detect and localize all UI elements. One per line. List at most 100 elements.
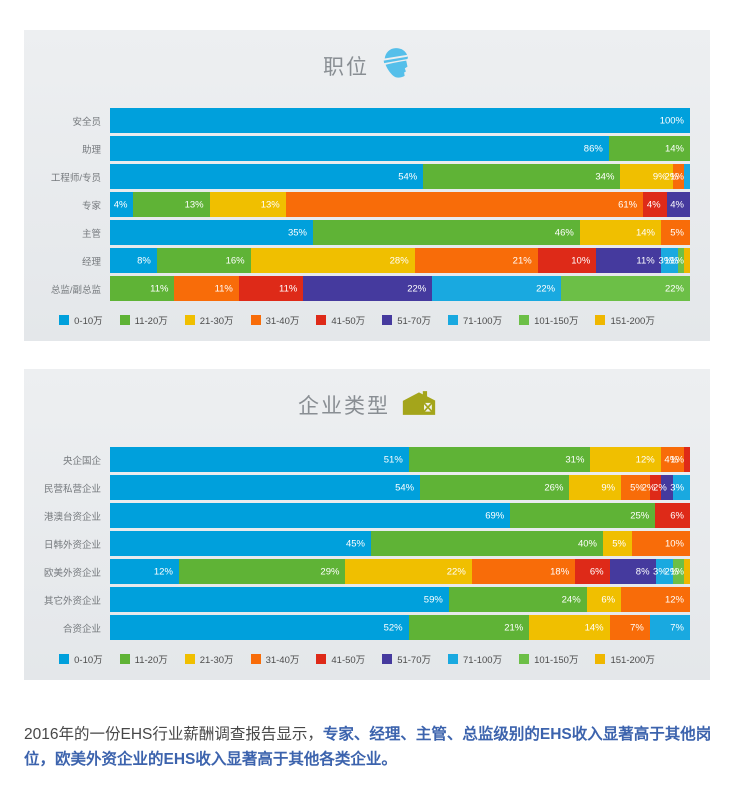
bar-row: 港澳台资企业 69% 25% 6% [24, 503, 690, 528]
bar-row: 民营私营企业 54% 26% 9% 5% 2% 2% 3% [24, 475, 691, 500]
bar-segment: 14% [579, 220, 661, 245]
bar-segment: 5% [621, 475, 650, 500]
legend-item: 31-40万 [250, 652, 299, 666]
segment-value-label: 13% [184, 199, 204, 210]
bar-row: 总监/副总监 11% 11% 11% 22% 22% 22% [24, 276, 690, 301]
segment-value-label: 21% [504, 622, 524, 633]
bar-segment: 7% [649, 615, 690, 640]
segment-value-label: 1% [670, 454, 684, 465]
bar-segment: 100% [110, 108, 690, 133]
segment-value-label: 86% [583, 143, 603, 154]
bar-segment: 14% [608, 136, 690, 161]
segment-value-label: 25% [630, 510, 650, 521]
legend-label: 21-30万 [199, 655, 234, 666]
segment-value-label: 3% [653, 566, 667, 577]
legend-label: 11-20万 [134, 316, 168, 327]
bar-segment: 21% [414, 248, 538, 273]
segment-value-label: 13% [260, 199, 280, 210]
legend-swatch [316, 654, 327, 664]
legend-swatch [250, 654, 261, 664]
legend-item: 0-10万 [59, 313, 103, 327]
segment-value-label: 12% [635, 454, 655, 465]
segment-value-label: 7% [670, 622, 684, 633]
bar-segment: 2% [665, 559, 685, 584]
category-label: 其它外资企业 [43, 595, 101, 607]
bar-segment: 3% [653, 559, 673, 584]
category-label: 主管 [81, 228, 101, 240]
bar-track: 100% [110, 108, 690, 133]
legend-swatch [59, 315, 70, 325]
legend-item: 51-70万 [382, 313, 431, 327]
bar-segment: 9% [620, 164, 673, 189]
legend-swatch [119, 315, 130, 325]
legend-label: 101-150万 [534, 655, 579, 666]
segment-value-label: 16% [225, 255, 245, 266]
segment-value-label: 46% [554, 227, 574, 238]
bar-track: 11% 11% 11% 22% 22% 22% [110, 276, 690, 301]
bar-segment: 12% [590, 447, 661, 472]
legend-swatch [59, 654, 70, 664]
legend-label: 31-40万 [265, 316, 300, 327]
legend-label: 21-30万 [199, 316, 234, 327]
legend-swatch [448, 654, 458, 664]
bar-segment: 54% [110, 475, 421, 500]
legend-label: 71-100万 [463, 316, 503, 327]
segment-value-label: 10% [664, 538, 684, 549]
caption-highlight-text: 专家、经理、主管、总监级别的EHS收入显著高于其他岗位，欧美外资企业的EHS收入… [24, 726, 712, 768]
bar-track: 86% 14% [110, 136, 690, 161]
segment-value-label: 22% [407, 283, 427, 294]
segment-value-label: 3% [658, 255, 673, 266]
bar-segment: 12% [621, 587, 690, 612]
legend-swatch [382, 654, 393, 664]
category-label: 港澳台资企业 [43, 511, 101, 523]
segment-value-label: 14% [664, 143, 684, 154]
bar-segment: 3% [658, 248, 679, 273]
segment-value-label: 6% [601, 594, 616, 605]
legend-item: 11-20万 [119, 313, 168, 327]
bar-segment: 21% [408, 615, 530, 640]
chart-title: 企业类型 [298, 395, 390, 418]
bar-segment: 10% [537, 248, 597, 273]
segment-value-label: 11% [636, 255, 655, 266]
segment-value-label: 51% [383, 454, 403, 465]
segment-value-label: 54% [398, 171, 418, 182]
legend-label: 151-200万 [610, 316, 655, 327]
segment-value-label: 1% [664, 255, 679, 266]
bar-segment: 5% [603, 531, 632, 556]
bar-segment: 69% [110, 503, 511, 528]
segment-value-label: 5% [630, 482, 644, 493]
bar-segment: 22% [303, 276, 433, 301]
category-label: 经理 [81, 256, 101, 268]
segment-value-label: 6% [589, 566, 604, 577]
bar-track: 45% 40% 5% 10% [110, 531, 690, 556]
segment-value-label: 8% [635, 566, 650, 577]
bar-track: 52% 21% 14% 7% 7% [110, 615, 690, 640]
bar-segment: 6% [586, 587, 622, 612]
segment-value-label: 34% [595, 171, 615, 182]
bar-track: 54% 34% 9% 2% 1% [110, 164, 690, 189]
bar-segment: 7% [609, 615, 650, 640]
bar-row: 央企国企 51% 31% 12% 4% 1% [24, 447, 690, 472]
bar-row: 日韩外资企业 45% 40% 5% 10% [24, 531, 690, 556]
category-label: 民营私营企业 [43, 483, 101, 495]
bar-segment: 10% [632, 531, 690, 556]
legend-item: 21-30万 [184, 313, 234, 327]
legend-item: 101-150万 [519, 313, 578, 327]
legend-label: 0-10万 [74, 316, 103, 327]
bar-segment: 16% [156, 248, 251, 273]
bar-segment: 1% [670, 164, 690, 189]
bar-segment: 4% [643, 192, 667, 217]
caption-plain-text: 2016年的一份EHS行业薪酬调查报告显示， [24, 726, 323, 743]
category-label: 日韩外资企业 [43, 539, 101, 551]
segment-value-label: 22% [536, 283, 556, 294]
segment-value-label: 28% [389, 255, 409, 266]
category-label: 欧美外资企业 [43, 567, 101, 579]
category-label: 安全员 [72, 116, 101, 128]
legend-item: 71-100万 [448, 313, 502, 327]
bar-track: 54% 26% 9% 5% 2% 2% 3% [110, 475, 691, 500]
bar-row: 欧美外资企业 12% 29% 22% 18% 6% 8% 3% 2% 1% [24, 559, 690, 584]
bar-segment: 18% [471, 559, 576, 584]
bar-segment: 51% [110, 447, 409, 472]
bar-segment: 22% [561, 276, 690, 301]
legend-swatch [519, 315, 530, 325]
